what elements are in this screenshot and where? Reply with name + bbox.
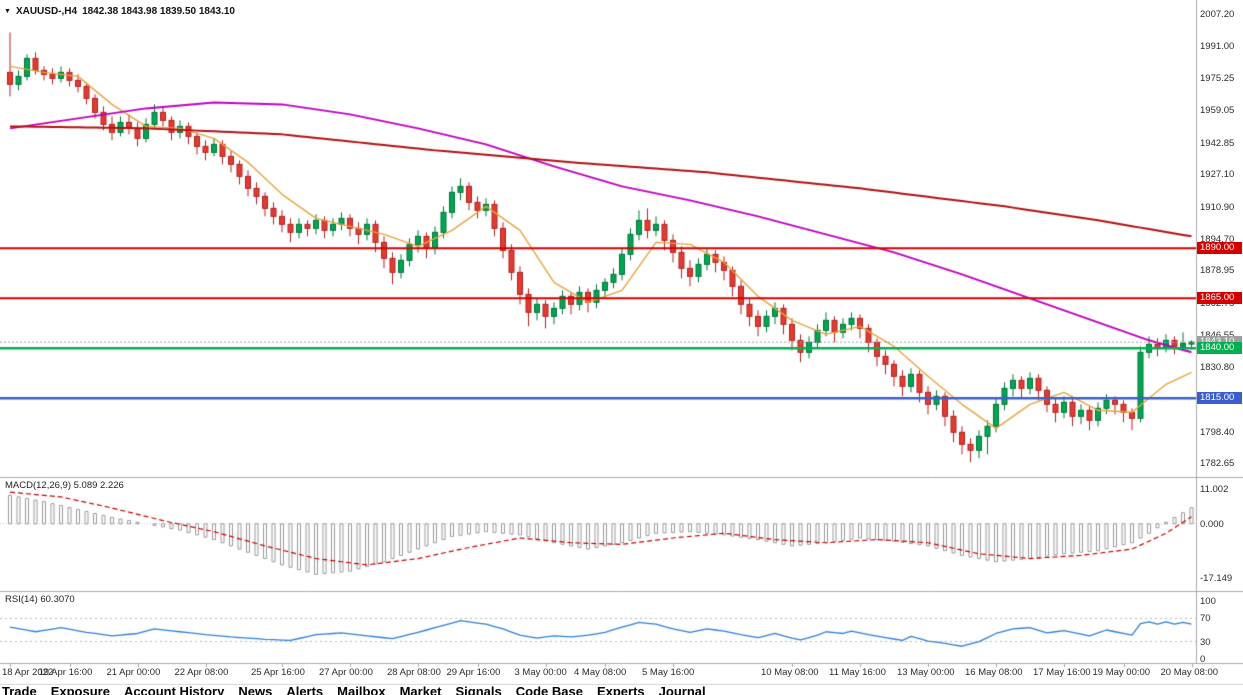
collapse-arrow-icon[interactable]: ▼ xyxy=(4,7,11,15)
bottom-tab[interactable]: Trade xyxy=(2,685,37,695)
level-price-tag: 1840.00 xyxy=(1197,342,1242,355)
time-axis-label: 20 May 08:00 xyxy=(1160,667,1219,678)
rsi-indicator-label: RSI(14) 60.3070 xyxy=(5,594,75,605)
level-price-tag: 1815.00 xyxy=(1197,392,1242,405)
macd-axis-label: 0.000 xyxy=(1200,518,1224,530)
price-axis-label: 1975.25 xyxy=(1200,72,1235,84)
price-axis-label: 2007.20 xyxy=(1200,9,1235,20)
bottom-tab[interactable]: Account History xyxy=(123,685,225,695)
bottom-tab[interactable]: Exposure xyxy=(50,685,110,695)
level-price-tag: 1865.00 xyxy=(1197,292,1242,305)
time-axis-label: 28 Apr 08:00 xyxy=(387,667,441,678)
bottom-tab[interactable]: Journal xyxy=(658,685,706,695)
price-axis-label: 1991.00 xyxy=(1200,41,1235,53)
bottom-tab[interactable]: Code Base xyxy=(515,685,583,695)
price-axis-label: 1942.85 xyxy=(1200,137,1235,149)
bottom-tab[interactable]: Alerts xyxy=(286,685,324,695)
time-axis-label: 17 May 16:00 xyxy=(1033,667,1091,678)
price-axis-label: 1959.05 xyxy=(1200,105,1235,117)
time-axis-label: 3 May 00:00 xyxy=(514,667,567,678)
ohlc-values: 1842.38 1843.98 1839.50 1843.10 xyxy=(82,6,235,17)
rsi-axis-label: 70 xyxy=(1200,613,1211,625)
price-axis-label: 1782.65 xyxy=(1200,458,1235,469)
bottom-tab[interactable]: Mailbox xyxy=(337,685,386,695)
time-axis-label: 21 Apr 00:00 xyxy=(106,667,161,678)
bottom-tab[interactable]: Market xyxy=(399,685,442,695)
bottom-tab[interactable]: Signals xyxy=(455,685,502,695)
price-axis-label: 1878.95 xyxy=(1200,265,1235,277)
rsi-axis-label: 100 xyxy=(1200,596,1216,607)
macd-axis-label: -17.149 xyxy=(1200,573,1233,584)
time-axis-label: 10 May 08:00 xyxy=(761,667,819,678)
macd-indicator-label: MACD(12,26,9) 5.089 2.226 xyxy=(5,480,124,491)
price-axis-label: 1910.90 xyxy=(1200,201,1235,213)
time-axis-label: 4 May 08:00 xyxy=(574,667,627,678)
time-axis-label: 19 Apr 16:00 xyxy=(38,667,93,678)
price-axis-label: 1894.70 xyxy=(1200,233,1235,245)
time-axis-label: 5 May 16:00 xyxy=(642,667,695,678)
price-axis-label: 1830.80 xyxy=(1200,361,1235,373)
symbol-timeframe-label: XAUUSD-,H4 xyxy=(15,6,78,17)
time-axis-label: 11 May 16:00 xyxy=(829,667,886,678)
time-axis-label: 19 May 00:00 xyxy=(1092,667,1151,678)
price-axis-label: 1927.10 xyxy=(1200,169,1235,181)
time-axis-label: 29 Apr 16:00 xyxy=(446,667,501,678)
bottom-tab-bar: Trade Exposure Account History News Alerts Ma… xyxy=(0,685,1243,695)
time-axis-label: 16 May 08:00 xyxy=(965,667,1023,678)
bottom-tab[interactable]: Experts xyxy=(596,685,645,695)
time-axis-label: 27 Apr 00:00 xyxy=(319,667,373,678)
time-axis-label: 13 May 00:00 xyxy=(897,667,955,678)
price-axis-label: 1798.40 xyxy=(1200,426,1235,438)
bottom-tab[interactable]: News xyxy=(238,685,273,695)
time-axis-label: 18 Apr 2022 xyxy=(2,667,54,678)
chart-title: ▼ XAUUSD-,H4 1842.38 1843.98 1839.50 184… xyxy=(4,6,235,17)
rsi-axis-label: 0 xyxy=(1200,654,1206,665)
level-price-tag: 1890.00 xyxy=(1197,242,1242,255)
time-axis-label: 25 Apr 16:00 xyxy=(251,667,305,678)
rsi-axis-label: 30 xyxy=(1200,636,1211,648)
price-axis-label: 1846.55 xyxy=(1200,330,1234,341)
time-axis-label: 22 Apr 08:00 xyxy=(174,667,229,678)
macd-axis-label: 11.002 xyxy=(1200,484,1229,495)
